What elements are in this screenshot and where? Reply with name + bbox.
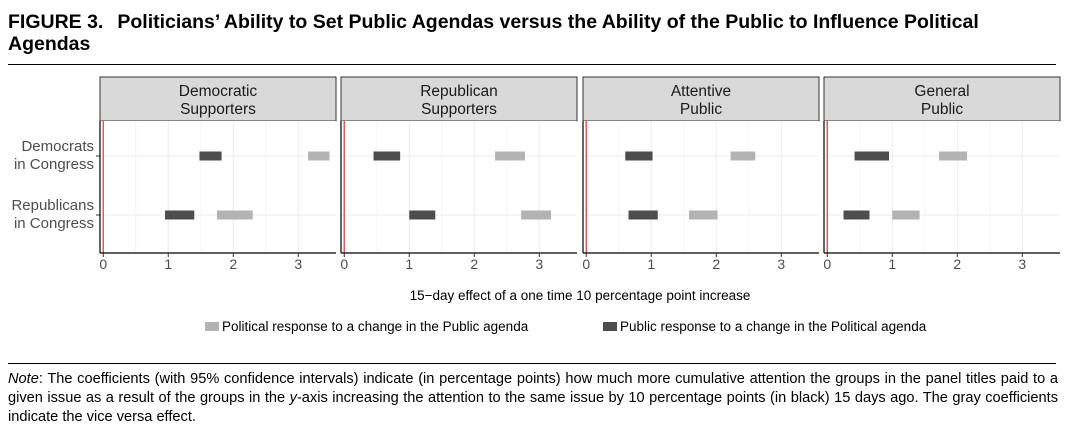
figure-label: FIGURE 3.: [8, 11, 104, 33]
interval-political: [308, 151, 330, 161]
interval-political: [495, 151, 525, 161]
x-tick-label: 3: [777, 256, 785, 272]
interval-political: [939, 151, 968, 161]
note-text-1: : The coefficients (with 95% confidence …: [8, 371, 1058, 406]
x-tick-label: 3: [1018, 256, 1026, 272]
panel-title: Supporters: [421, 101, 497, 118]
interval-political: [730, 151, 756, 161]
interval-public: [409, 210, 436, 220]
panel-strip: [582, 76, 820, 122]
x-tick-label: 1: [164, 256, 172, 272]
legend-label-political: Political response to a change in the Pu…: [222, 319, 529, 334]
panel-background: [824, 121, 1060, 253]
interval-public: [854, 151, 890, 161]
interval-public: [373, 151, 401, 161]
interval-public: [625, 151, 653, 161]
panel-title: Republican: [420, 83, 498, 100]
panel-background: [100, 121, 336, 253]
panel-strip: [823, 76, 1061, 122]
figure-note: Note: The coefficients (with 95% confide…: [8, 370, 1058, 427]
panel-title: Democratic: [179, 83, 258, 100]
x-tick-label: 1: [647, 256, 655, 272]
panel-title: Supporters: [180, 101, 256, 118]
interval-public: [199, 151, 222, 161]
note-lead: Note: [8, 371, 39, 387]
interval-political: [688, 210, 718, 220]
y-tick-label: Democrats in Congress: [14, 138, 94, 173]
x-tick-label: 1: [405, 256, 413, 272]
note-rule: [8, 363, 1056, 364]
interval-political: [892, 210, 920, 220]
x-axis-title: 15−day effect of a one time 10 percentag…: [410, 288, 751, 303]
x-tick-label: 2: [953, 256, 961, 272]
note-text-2: -axis increasing the attention to the sa…: [8, 390, 1058, 425]
panel-strip: [99, 76, 337, 122]
x-tick-label: 1: [888, 256, 896, 272]
interval-political: [521, 210, 551, 220]
note-italic: y: [289, 390, 297, 406]
legend-key-political: [205, 322, 219, 331]
panel-background: [341, 121, 577, 253]
interval-political: [217, 210, 253, 220]
panel-title: Attentive: [671, 83, 731, 100]
interval-public: [843, 210, 870, 220]
x-tick-label: 2: [470, 256, 478, 272]
x-tick-label: 0: [340, 256, 348, 272]
y-tick-label: Republicans in Congress: [11, 197, 94, 232]
title-rule: [8, 64, 1056, 65]
interval-chart: Democrats in Congress Republicans in Congre…: [11, 76, 1061, 334]
x-tick-label: 3: [294, 256, 302, 272]
interval-public: [165, 210, 195, 220]
legend-label-public: Public response to a change in the Polit…: [620, 319, 927, 334]
x-tick-label: 0: [582, 256, 590, 272]
legend-key-public: [603, 322, 617, 331]
panel-title: Public: [921, 101, 963, 118]
figure-title-text: Politicians’ Ability to Set Public Agend…: [8, 11, 979, 55]
x-tick-label: 3: [535, 256, 543, 272]
interval-public: [628, 210, 658, 220]
x-tick-label: 2: [712, 256, 720, 272]
figure-title: FIGURE 3. Politicians’ Ability to Set Pub…: [8, 11, 1058, 55]
panel-title: Public: [680, 101, 722, 118]
x-tick-label: 0: [823, 256, 831, 272]
x-tick-label: 0: [99, 256, 107, 272]
panel-background: [583, 121, 819, 253]
panel-strip: [340, 76, 578, 122]
panel-title: General: [914, 83, 969, 100]
x-tick-label: 2: [229, 256, 237, 272]
